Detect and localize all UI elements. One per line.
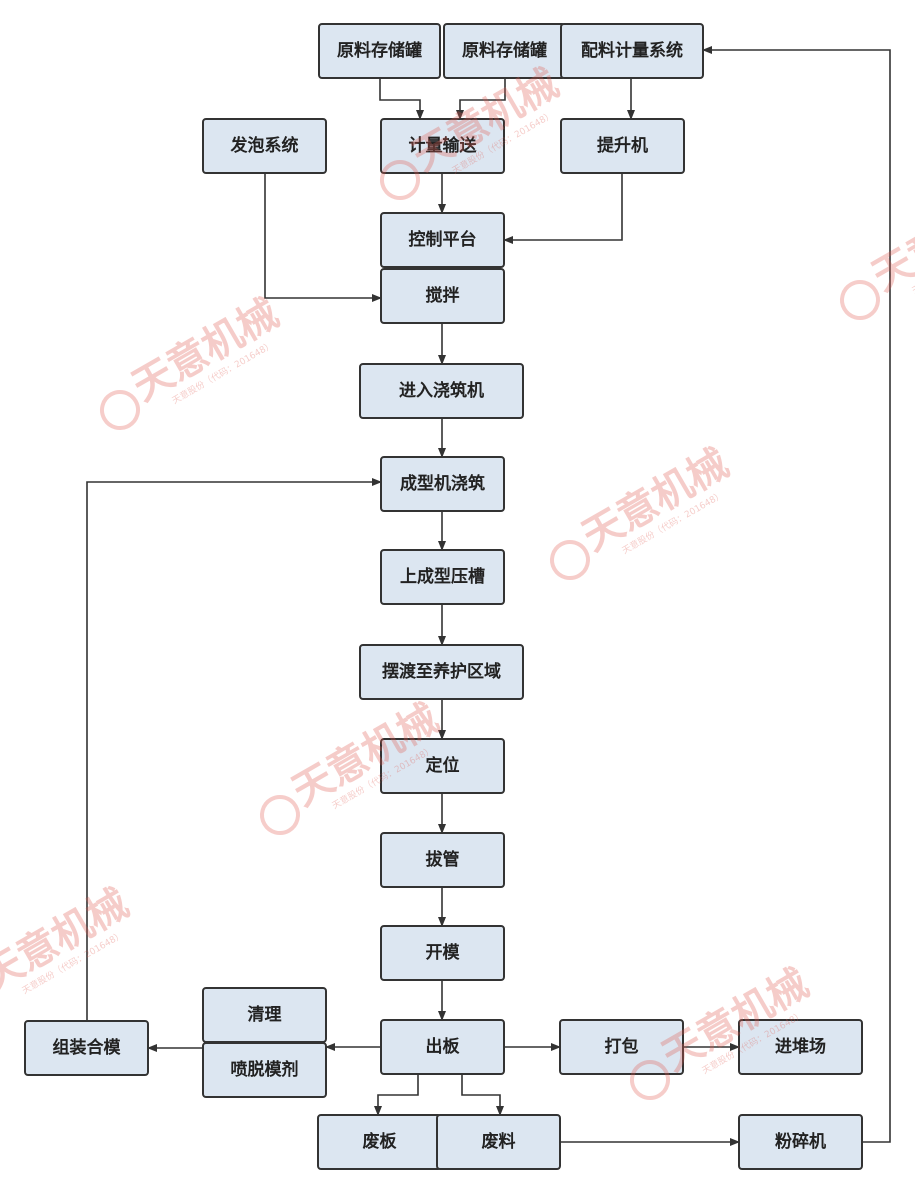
arrow bbox=[503, 173, 623, 244]
node-label: 进入浇筑机 bbox=[399, 380, 484, 401]
node-label: 开模 bbox=[426, 942, 461, 963]
node-box bbox=[559, 1019, 684, 1075]
node-label: 废料 bbox=[482, 1131, 516, 1152]
node-label: 摆渡至养护区域 bbox=[382, 661, 501, 682]
node: 发泡系统 bbox=[202, 118, 327, 174]
node-box bbox=[380, 925, 505, 981]
node-box bbox=[380, 268, 505, 324]
watermark-logo bbox=[630, 1060, 670, 1100]
node: 搅拌 bbox=[380, 268, 505, 324]
arrow bbox=[461, 1074, 504, 1116]
node-box bbox=[380, 456, 505, 512]
node-label: 成型机浇筑 bbox=[400, 473, 485, 494]
connectors bbox=[86, 46, 891, 1146]
node: 控制平台 bbox=[380, 212, 505, 268]
node-label: 出板 bbox=[426, 1036, 461, 1057]
node: 清理 bbox=[202, 987, 327, 1043]
node-label: 组装合模 bbox=[53, 1037, 122, 1058]
node-box bbox=[24, 1020, 149, 1076]
watermark-logo bbox=[840, 280, 880, 320]
node-label: 计量输送 bbox=[409, 135, 478, 156]
node: 粉碎机 bbox=[738, 1114, 863, 1170]
node: 废料 bbox=[436, 1114, 561, 1170]
node-box bbox=[380, 212, 505, 268]
node-box bbox=[380, 1019, 505, 1075]
arrow bbox=[374, 1074, 419, 1116]
node: 进堆场 bbox=[738, 1019, 863, 1075]
arrow bbox=[456, 78, 506, 120]
node: 进入浇筑机 bbox=[359, 363, 524, 419]
node-label: 原料存储罐 bbox=[462, 40, 547, 61]
node-label: 拔管 bbox=[426, 849, 460, 870]
node-box bbox=[436, 1114, 561, 1170]
node-box bbox=[738, 1019, 863, 1075]
node: 定位 bbox=[380, 738, 505, 794]
arrow bbox=[379, 78, 424, 120]
node: 出板 bbox=[380, 1019, 505, 1075]
node-label: 清理 bbox=[248, 1004, 282, 1025]
node-label: 粉碎机 bbox=[775, 1131, 826, 1152]
watermark-logo bbox=[100, 390, 140, 430]
node-box bbox=[738, 1114, 863, 1170]
watermark-logo bbox=[380, 160, 420, 200]
watermark-logo bbox=[260, 795, 300, 835]
node: 拔管 bbox=[380, 832, 505, 888]
node-box bbox=[380, 549, 505, 605]
node-label: 进堆场 bbox=[775, 1036, 826, 1057]
watermark-logo bbox=[550, 540, 590, 580]
node-label: 上成型压槽 bbox=[400, 566, 485, 587]
node: 提升机 bbox=[560, 118, 685, 174]
node-label: 原料存储罐 bbox=[337, 40, 422, 61]
node: 开模 bbox=[380, 925, 505, 981]
arrow bbox=[264, 173, 382, 302]
node: 配料计量系统 bbox=[560, 23, 704, 79]
node-label: 定位 bbox=[426, 755, 460, 776]
node: 摆渡至养护区域 bbox=[359, 644, 524, 700]
node-label: 控制平台 bbox=[409, 229, 477, 250]
node-box bbox=[560, 118, 685, 174]
node-box bbox=[380, 832, 505, 888]
arrow bbox=[86, 478, 382, 1021]
node-label: 提升机 bbox=[597, 135, 648, 156]
node-label: 打包 bbox=[605, 1036, 639, 1057]
node: 组装合模 bbox=[24, 1020, 149, 1076]
node-box bbox=[318, 23, 441, 79]
node: 原料存储罐 bbox=[318, 23, 441, 79]
node-box bbox=[380, 118, 505, 174]
node: 废板 bbox=[317, 1114, 442, 1170]
node-label: 搅拌 bbox=[426, 285, 460, 306]
node-box bbox=[202, 1042, 327, 1098]
node: 计量输送 bbox=[380, 118, 505, 174]
node-label: 配料计量系统 bbox=[581, 40, 683, 61]
node: 原料存储罐 bbox=[443, 23, 566, 79]
node-box bbox=[359, 644, 524, 700]
node: 成型机浇筑 bbox=[380, 456, 505, 512]
node: 打包 bbox=[559, 1019, 684, 1075]
arrow bbox=[702, 46, 891, 1143]
node-label: 发泡系统 bbox=[230, 135, 299, 156]
node-box bbox=[359, 363, 524, 419]
node-label: 废板 bbox=[363, 1131, 398, 1152]
node: 喷脱模剂 bbox=[202, 1042, 327, 1098]
node-box bbox=[380, 738, 505, 794]
node-label: 喷脱模剂 bbox=[231, 1059, 299, 1080]
node-box bbox=[202, 118, 327, 174]
node-box bbox=[560, 23, 704, 79]
node: 上成型压槽 bbox=[380, 549, 505, 605]
